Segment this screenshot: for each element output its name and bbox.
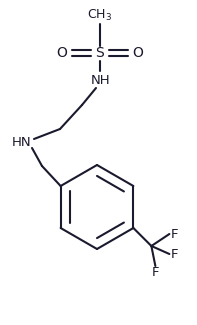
Text: F: F — [171, 248, 178, 261]
Text: O: O — [57, 46, 67, 60]
Text: NH: NH — [91, 73, 111, 86]
Text: O: O — [133, 46, 143, 60]
Text: F: F — [152, 266, 159, 280]
Text: CH$_3$: CH$_3$ — [87, 7, 112, 22]
Text: HN: HN — [12, 136, 32, 149]
Text: S: S — [96, 46, 104, 60]
Text: F: F — [171, 227, 178, 240]
